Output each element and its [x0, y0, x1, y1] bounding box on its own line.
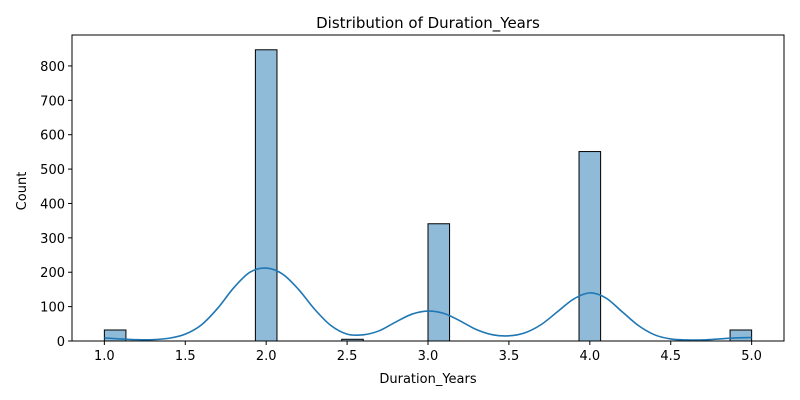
kde-curve [104, 267, 752, 341]
y-tick-label: 300 [40, 232, 65, 247]
x-tick-label: 4.5 [660, 349, 681, 364]
y-tick-label: 500 [40, 163, 65, 178]
y-axis-label: Count [15, 172, 30, 211]
x-tick-label: 1.5 [175, 349, 196, 364]
histogram-bar-5 [729, 329, 753, 342]
y-tick-label: 0 [57, 335, 65, 350]
x-tick-label: 3.5 [499, 349, 520, 364]
histogram-bar-3 [427, 223, 451, 342]
histogram-bar-1 [254, 49, 278, 342]
x-tick-label: 2.5 [337, 349, 358, 364]
x-tick-label: 1.0 [94, 349, 115, 364]
y-tick-label: 200 [40, 266, 65, 281]
chart-title: Distribution of Duration_Years [316, 14, 540, 33]
bars-layer [103, 49, 753, 342]
y-tick-label: 400 [40, 197, 65, 212]
x-tick-label: 4.0 [579, 349, 600, 364]
x-tick-label: 2.0 [256, 349, 277, 364]
y-tick-label: 800 [40, 60, 65, 75]
x-tick-label: 3.0 [418, 349, 439, 364]
y-axis-ticks: 0 100 200 300 400 500 600 700 800 [40, 60, 72, 350]
y-tick-label: 100 [40, 301, 65, 316]
histogram-bar-4 [578, 151, 602, 342]
x-axis-ticks: 1.0 1.5 2.0 2.5 3.0 3.5 4.0 4.5 5.0 [94, 341, 762, 364]
y-tick-label: 600 [40, 129, 65, 144]
x-axis-label: Duration_Years [379, 372, 476, 387]
x-tick-label: 5.0 [741, 349, 762, 364]
y-tick-label: 700 [40, 94, 65, 109]
